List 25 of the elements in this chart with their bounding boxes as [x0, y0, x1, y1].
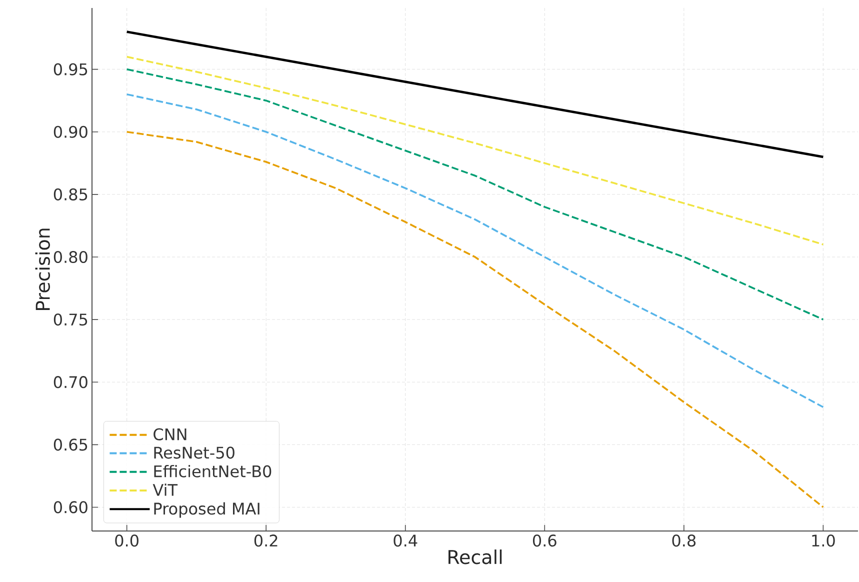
y-tick-label: 0.85: [54, 188, 88, 200]
line-series: [126, 56, 824, 246]
y-tick-label: 0.90: [54, 126, 88, 138]
y-tick-label: 0.60: [54, 501, 88, 514]
y-axis-title: Precision: [35, 228, 50, 310]
line-series: [126, 30, 824, 158]
line-series: [126, 68, 824, 320]
legend-label: ResNet-50: [154, 446, 234, 459]
x-axis-title: Recall: [448, 550, 502, 564]
legend-label: EfficientNet-B0: [154, 464, 272, 478]
y-tick-label: 0.70: [54, 376, 88, 388]
legend-label: CNN: [154, 428, 186, 440]
line-series: [126, 93, 824, 408]
x-tick-label: 1.0: [812, 534, 835, 547]
y-tick-label: 0.75: [54, 314, 88, 326]
x-tick-label: 0.8: [672, 534, 696, 547]
legend-label: ViT: [152, 484, 178, 496]
y-tick-label: 0.65: [54, 438, 88, 451]
legend-label: Proposed MAI: [154, 502, 260, 518]
x-tick-label: 0.4: [394, 534, 418, 547]
x-tick-label: 0.6: [532, 534, 556, 547]
y-tick-label: 0.80: [54, 250, 88, 264]
x-tick-label: 0.2: [254, 534, 278, 547]
y-tick-label: 0.95: [54, 63, 88, 76]
x-tick-label: 0.0: [115, 534, 138, 547]
